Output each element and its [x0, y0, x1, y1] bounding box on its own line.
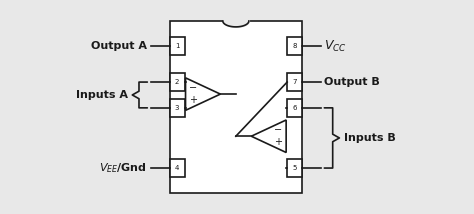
Polygon shape [287, 37, 302, 55]
Polygon shape [170, 21, 302, 193]
Text: Inputs A: Inputs A [76, 90, 128, 100]
Polygon shape [185, 78, 220, 110]
Text: −: − [274, 125, 283, 135]
Text: 7: 7 [292, 79, 297, 85]
Text: 6: 6 [292, 105, 297, 111]
Polygon shape [287, 159, 302, 177]
Text: 8: 8 [292, 43, 297, 49]
Text: 4: 4 [175, 165, 179, 171]
Text: $V_{CC}$: $V_{CC}$ [324, 38, 347, 54]
Text: 3: 3 [175, 105, 179, 111]
Text: $V_{EE}$/Gnd: $V_{EE}$/Gnd [100, 161, 147, 175]
Text: +: + [274, 137, 283, 147]
Polygon shape [287, 99, 302, 117]
Text: Output A: Output A [91, 41, 147, 51]
Polygon shape [170, 37, 184, 55]
Text: −: − [189, 83, 197, 93]
Polygon shape [287, 73, 302, 91]
Text: 2: 2 [175, 79, 179, 85]
Text: 1: 1 [175, 43, 179, 49]
Text: +: + [189, 95, 197, 105]
Polygon shape [170, 159, 184, 177]
Polygon shape [170, 99, 184, 117]
Text: Output B: Output B [324, 77, 380, 87]
Text: 5: 5 [292, 165, 297, 171]
Text: Inputs B: Inputs B [344, 133, 396, 143]
Polygon shape [251, 120, 286, 153]
Polygon shape [170, 73, 184, 91]
